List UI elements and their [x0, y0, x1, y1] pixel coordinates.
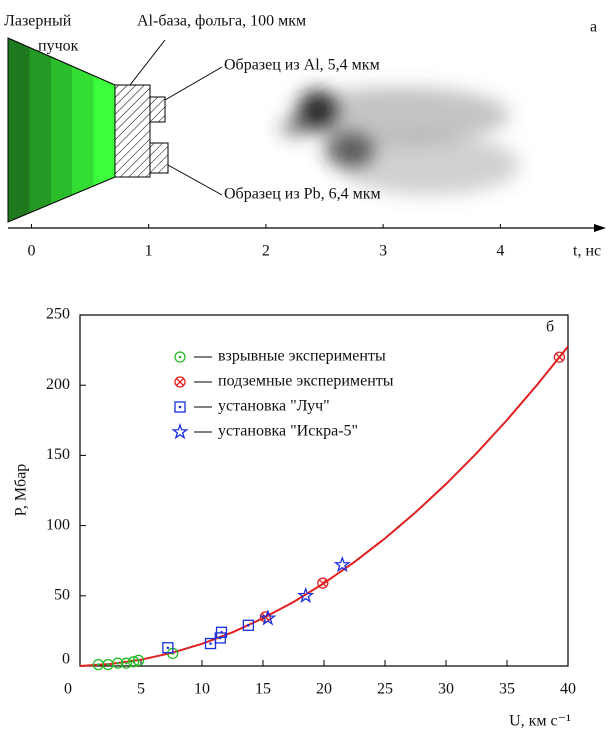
marker-dot [220, 631, 223, 634]
marker-shape [259, 609, 277, 626]
x-tick-label: 10 [194, 681, 210, 698]
marker-dot [209, 642, 212, 645]
marker-cross [261, 612, 270, 621]
marker [297, 586, 315, 604]
marker-shape [297, 586, 315, 604]
base-label: Al-база, фольга, 100 мкм [137, 13, 306, 30]
marker-shape [317, 577, 329, 589]
marker-dot [247, 623, 250, 627]
legend-entry: установка "Луч" [218, 398, 330, 415]
marker-cross [318, 579, 327, 588]
y-tick-label: 100 [46, 516, 70, 533]
marker-dot [137, 659, 140, 662]
marker-shape [242, 619, 255, 631]
marker-dot [125, 661, 128, 665]
x-tick-label: 40 [560, 681, 576, 698]
leader-line [167, 164, 223, 196]
x-tick-label: 25 [377, 681, 393, 698]
leader-line [164, 66, 223, 101]
x-tick-label: 20 [316, 681, 332, 698]
x-tick-label: 30 [438, 681, 454, 698]
marker [259, 609, 277, 626]
al-label: Образец из Al, 5,4 мкм [224, 57, 380, 74]
al-sample [149, 96, 166, 123]
marker-shape [174, 401, 186, 413]
marker-shape [174, 351, 186, 363]
marker [333, 555, 351, 573]
marker-cross [176, 378, 184, 386]
marker-shape [120, 657, 133, 669]
marker [162, 642, 174, 654]
x-axis-label: t, нс [573, 243, 601, 260]
marker-cross [555, 353, 564, 362]
al-base [114, 84, 151, 178]
marker-shape [174, 376, 186, 388]
leader-line [129, 39, 166, 86]
legend-entry: взрывные эксперименты [218, 348, 386, 365]
y-tick-label: 150 [46, 446, 70, 463]
marker [242, 619, 255, 631]
plot-frame [79, 314, 569, 667]
legend-marker [174, 351, 186, 363]
marker [132, 654, 145, 667]
marker-shape [112, 657, 124, 669]
marker-shape [132, 654, 145, 667]
marker-dot [97, 663, 100, 666]
x-tick-label: 15 [255, 681, 271, 698]
y-tick-label: 250 [46, 306, 70, 323]
marker [112, 657, 124, 669]
beam-label: Лазерный [4, 13, 72, 30]
panel-a: Лазерный пучок Al-база, фольга, 100 мкм … [4, 13, 601, 260]
marker-dot [116, 661, 120, 665]
y-tick-label: 200 [46, 376, 70, 393]
x-tick-label: 0 [64, 681, 72, 698]
pb-label: Образец из Pb, 6,4 мкм [224, 186, 381, 203]
x-tick-label: 5 [137, 681, 145, 698]
x-tick-label: 0 [27, 243, 35, 260]
y-tick-label: 50 [54, 586, 70, 603]
panel-label: а [590, 19, 597, 36]
x-tick-label: 35 [499, 681, 515, 698]
marker-dot [106, 663, 110, 666]
x-tick-label: 2 [262, 243, 270, 260]
y-tick-label: 0 [62, 651, 70, 668]
marker-shape [333, 555, 351, 573]
marker [259, 611, 272, 623]
marker-shape [215, 626, 228, 638]
axis-arrow [594, 224, 606, 232]
legend-marker [174, 376, 186, 388]
marker-shape [259, 611, 272, 623]
marker-dot [178, 355, 182, 359]
marker [317, 577, 329, 589]
marker [215, 626, 228, 638]
marker-dot [166, 646, 170, 650]
pb-sample [149, 142, 169, 174]
beam-label: пучок [38, 38, 79, 55]
x-tick-label: 4 [496, 243, 504, 260]
marker-shape [553, 351, 566, 363]
legend-entry: установка "Искра-5" [218, 423, 358, 440]
marker-dot [178, 405, 182, 409]
marker-shape [171, 423, 189, 440]
marker [553, 351, 566, 363]
marker-shape [162, 642, 174, 654]
laser-beam [7, 37, 116, 223]
legend-marker [174, 401, 186, 413]
emission-image [280, 87, 520, 195]
panel-label: б [546, 319, 554, 336]
fit-curve [79, 345, 569, 667]
legend-entry: подземные эксперименты [218, 373, 394, 390]
y-axis-label: P, Мбар [13, 464, 30, 517]
x-axis-label: U, км с⁻¹ [509, 713, 571, 730]
x-tick-label: 3 [379, 243, 387, 260]
legend-marker [171, 423, 189, 440]
marker [120, 657, 133, 669]
x-tick-label: 1 [145, 243, 153, 260]
marker-shape [128, 656, 140, 668]
